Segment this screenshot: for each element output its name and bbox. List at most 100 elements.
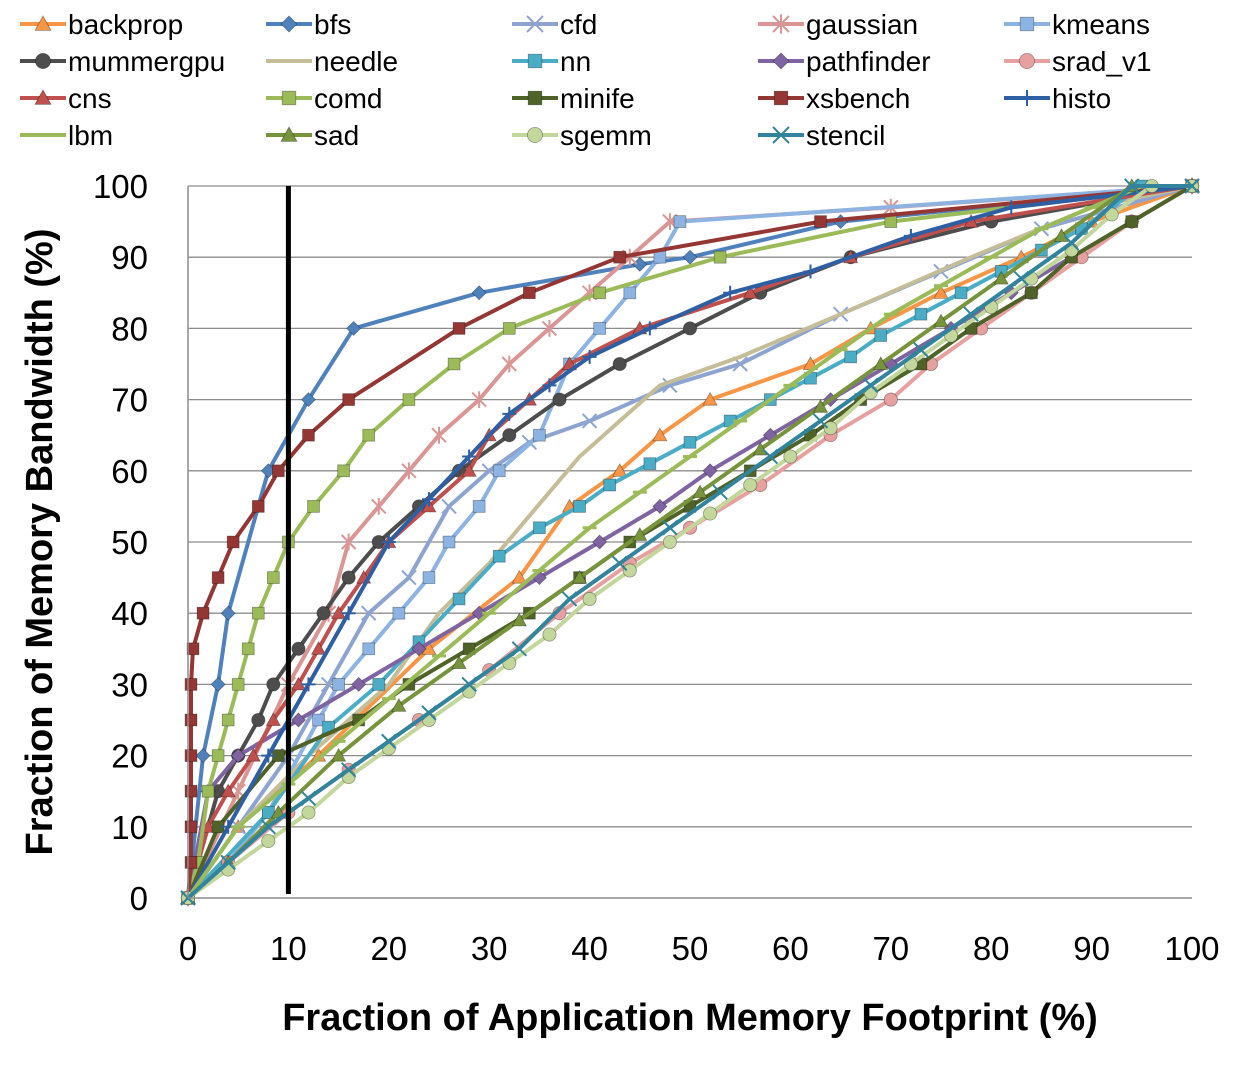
data-point-pathfinder-3 [290,712,307,728]
data-point-sad-6 [511,612,527,627]
data-point-pathfinder-4 [351,676,367,692]
y-tick-label-10: 10 [111,809,148,846]
data-point-histo-5 [381,535,396,549]
data-point-kmeans-5 [362,642,376,656]
series-sad [180,178,1200,904]
data-point-stencil-2 [260,819,277,835]
data-point-histo-8 [502,406,517,421]
legend-label-cfd: cfd [560,9,597,40]
data-point-comd-2 [201,784,215,798]
data-point-kmeans-13 [593,322,606,335]
data-point-cfd-4 [361,605,377,621]
data-point-comd-11 [337,464,350,478]
data-point-pathfinder-5 [411,641,427,657]
data-point-cns-3 [245,747,261,762]
series-lbm [181,184,1199,900]
data-point-gaussian-9 [501,355,517,373]
series-needle [186,184,1194,900]
x-tick-label-100: 100 [1164,930,1219,967]
legend-entry-backprop: backprop [20,9,183,40]
series-line-cns [186,184,1194,900]
legend-marker-pathfinder [772,52,790,70]
legend-entry-sad: sad [266,120,359,151]
legend-label-xsbench: xsbench [806,83,910,114]
y-tick-label-90: 90 [111,239,148,276]
data-point-xsbench-14 [342,393,355,406]
data-point-sad-12 [873,356,889,371]
legend-marker-cns [34,89,52,105]
data-point-kmeans-7 [422,571,436,584]
y-tick-label-30: 30 [111,666,148,703]
data-point-sgemm-13 [703,506,718,521]
legend-entry-histo: histo [1004,83,1111,114]
data-point-stencil-11 [662,520,678,536]
data-point-histo-2 [261,748,276,763]
legend-label-pathfinder: pathfinder [806,46,931,77]
data-point-nn-17 [914,307,928,321]
data-point-gaussian-6 [401,462,417,480]
data-point-minife-15 [1025,286,1038,300]
legend-label-needle: needle [314,46,398,77]
data-point-sad-14 [993,270,1009,285]
data-point-histo-10 [582,349,597,364]
data-point-xsbench-4 [184,749,198,762]
data-point-stencil-13 [762,448,779,465]
legend-entry-lbm: lbm [20,120,113,151]
data-point-sad-4 [391,697,407,712]
data-point-sad-13 [933,313,949,328]
legend-label-stencil: stencil [806,120,885,151]
data-point-sad-9 [692,484,708,499]
data-point-xsbench-10 [226,535,240,549]
data-point-gaussian-7 [431,426,447,444]
data-point-stencil-6 [421,705,437,721]
data-point-sgemm-2 [261,833,276,849]
legend-entry-comd: comd [266,83,382,114]
legend-label-nn: nn [560,46,591,77]
data-point-xsbench-9 [211,571,225,584]
data-point-sad-3 [330,747,347,762]
y-tick-label-80: 80 [111,310,148,347]
data-point-histo-13 [803,264,818,279]
data-point-nn-1 [261,806,275,819]
data-point-nn-3 [372,678,386,691]
data-point-stencil-14 [812,413,829,429]
data-point-xsbench-18 [814,215,827,228]
data-point-nn-8 [573,500,586,513]
legend-entry-xsbench: xsbench [758,83,910,114]
legend-entry-cfd: cfd [512,9,597,40]
legend-entry-mummergpu: mummergpu [20,46,225,77]
data-point-xsbench-2 [184,820,198,834]
data-point-kmeans-11 [533,428,546,442]
data-point-kmeans-10 [492,464,506,478]
data-point-stencil-19 [1063,235,1080,251]
data-point-nn-9 [603,478,617,492]
data-point-sgemm-12 [662,534,677,550]
x-tick-label-30: 30 [471,930,508,967]
legend-entry-bfs: bfs [266,9,351,40]
data-point-stencil-5 [381,733,397,750]
data-point-cfd-9 [581,413,598,429]
legend-marker-minife [527,90,543,106]
legend-entry-sgemm: sgemm [512,120,652,151]
data-point-nn-16 [874,329,888,342]
data-point-backprop-6 [612,462,628,477]
data-point-kmeans-3 [312,713,325,727]
data-point-nn-15 [844,350,857,364]
data-point-nn-18 [954,286,968,300]
data-point-xsbench-7 [186,642,200,656]
axes: 0 10 20 30 40 50 60 70 80 90 100 0 10 20 30 40 50 60 70 80 9… [93,168,1220,967]
data-point-histo-6 [421,492,436,507]
data-point-pathfinder-9 [652,498,668,514]
y-tick-label-0: 0 [130,880,148,917]
data-point-comd-13 [402,393,416,406]
data-point-mummergpu-14 [682,321,698,336]
data-point-nn-11 [683,435,697,449]
legend-entry-pathfinder: pathfinder [758,46,931,77]
data-point-xsbench-17 [613,250,627,264]
data-point-comd-12 [362,428,376,442]
data-point-xsbench-3 [184,784,198,798]
data-point-xsbench-6 [184,678,198,691]
data-point-kmeans-6 [392,606,406,620]
data-point-kmeans-8 [442,535,456,549]
